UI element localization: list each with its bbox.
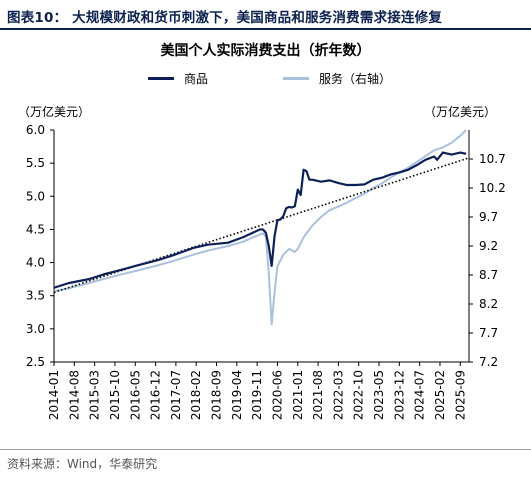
x-tick-label: 2021-01 bbox=[291, 370, 305, 420]
x-tick-label: 2017-07 bbox=[169, 370, 183, 420]
source-note: 资料来源：Wind，华泰研究 bbox=[7, 457, 158, 471]
right-tick-label: 9.7 bbox=[479, 210, 498, 224]
left-tick-label: 3.5 bbox=[26, 289, 45, 303]
x-tick-label: 2015-10 bbox=[108, 370, 122, 420]
left-axis-unit: （万亿美元） bbox=[18, 105, 91, 119]
x-tick-label: 2019-04 bbox=[230, 370, 244, 420]
left-tick-label: 3.0 bbox=[26, 322, 45, 336]
legend-item-goods: 商品 bbox=[148, 70, 208, 87]
x-tick-label: 2021-08 bbox=[311, 370, 325, 420]
right-axis-unit: （万亿美元） bbox=[424, 105, 497, 119]
x-tick-label: 2020-06 bbox=[270, 370, 284, 420]
trend-line-dotted bbox=[53, 157, 470, 294]
chart-title: 美国个人实际消费支出（折年数） bbox=[160, 43, 371, 59]
legend-item-services: 服务（右轴） bbox=[283, 70, 391, 87]
legend-label-services: 服务（右轴） bbox=[319, 72, 392, 86]
x-tick-label: 2018-09 bbox=[210, 370, 224, 420]
right-tick-label: 7.2 bbox=[479, 355, 498, 369]
legend-swatch-goods bbox=[148, 77, 174, 80]
left-tick-label: 4.0 bbox=[26, 256, 45, 270]
x-tick-label: 2018-02 bbox=[189, 370, 203, 420]
x-tick-label: 2025-09 bbox=[453, 370, 467, 420]
x-tick-label: 2016-05 bbox=[128, 370, 142, 420]
right-tick-label: 8.7 bbox=[479, 268, 498, 282]
left-tick-label: 6.0 bbox=[26, 123, 45, 137]
right-tick-label: 9.2 bbox=[479, 239, 498, 253]
x-tick-label: 2019-11 bbox=[250, 370, 264, 420]
x-tick-label: 2023-12 bbox=[392, 370, 406, 420]
x-tick-label: 2015-03 bbox=[88, 370, 102, 420]
right-tick-label: 10.2 bbox=[479, 181, 506, 195]
footer-rule bbox=[0, 449, 531, 450]
left-tick-label: 4.5 bbox=[26, 222, 45, 236]
legend-label-goods: 商品 bbox=[184, 72, 209, 86]
series-goods-line bbox=[53, 151, 467, 289]
legend-swatch-services bbox=[283, 77, 309, 80]
left-tick-label: 2.5 bbox=[26, 355, 45, 369]
x-tick-label: 2023-05 bbox=[372, 370, 386, 420]
right-tick-label: 8.2 bbox=[479, 297, 498, 311]
x-tick-label: 2014-08 bbox=[67, 370, 81, 420]
left-tick-label: 5.5 bbox=[26, 156, 45, 170]
right-tick-label: 10.7 bbox=[479, 152, 506, 166]
x-tick-label: 2022-10 bbox=[352, 370, 366, 420]
x-tick-label: 2025-02 bbox=[433, 370, 447, 420]
x-tick-label: 2016-12 bbox=[149, 370, 163, 420]
heading-rule bbox=[0, 28, 531, 30]
x-tick-label: 2022-03 bbox=[331, 370, 345, 420]
series-services-line bbox=[53, 129, 467, 326]
legend: 商品 服务（右轴） bbox=[0, 70, 531, 88]
x-tick-label: 2014-01 bbox=[47, 370, 61, 420]
figure-heading: 图表10： 大规模财政和货币刺激下，美国商品和服务消费需求接连修复 bbox=[7, 10, 443, 26]
x-tick-label: 2024-07 bbox=[413, 370, 427, 420]
left-tick-label: 5.0 bbox=[26, 189, 45, 203]
right-tick-label: 7.7 bbox=[479, 326, 498, 340]
